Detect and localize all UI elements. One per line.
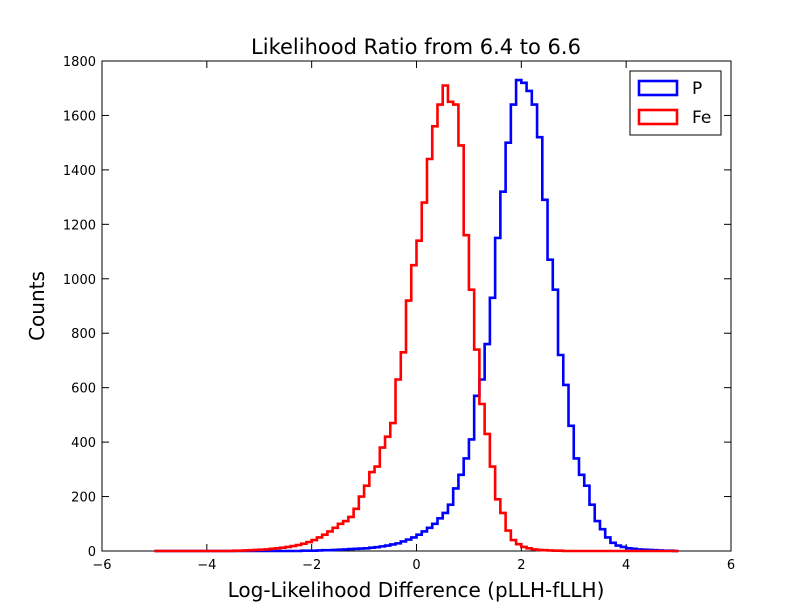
legend-label-p: P: [692, 79, 702, 99]
y-tick-label: 1800: [63, 55, 96, 70]
x-tick-label: 2: [517, 558, 525, 573]
x-tick-label: −6: [92, 558, 111, 573]
legend: P Fe: [629, 70, 722, 136]
y-tick-label: 200: [71, 491, 96, 506]
legend-swatch-p: [637, 79, 679, 97]
y-axis-title: Counts: [25, 271, 49, 341]
series-line-fe: [154, 84, 679, 553]
y-tick-label: 1400: [63, 164, 96, 179]
x-axis-title: Log-Likelihood Difference (pLLH-fLLH): [228, 578, 605, 602]
y-tick-label: 400: [71, 436, 96, 451]
x-tick-label: 4: [622, 558, 630, 573]
y-tick-label: 1000: [63, 273, 96, 288]
x-tick-label: 6: [727, 558, 735, 573]
legend-swatch-fe: [637, 108, 679, 126]
x-tick-label: −2: [302, 558, 321, 573]
x-tick-label: −4: [197, 558, 216, 573]
x-tick-label: 0: [412, 558, 420, 573]
y-tick-label: 1200: [63, 218, 96, 233]
series-layer: [154, 78, 679, 553]
y-tick-label: 0: [88, 545, 96, 560]
y-tick-label: 800: [71, 327, 96, 342]
series-line-p: [154, 78, 679, 553]
chart-title: Likelihood Ratio from 6.4 to 6.6: [251, 35, 581, 59]
y-tick-label: 1600: [63, 109, 96, 124]
legend-label-fe: Fe: [692, 108, 711, 128]
axis-ticks: −6 −4 −2 0 2 4 6 0 200 400 600 800 1000 1200 1400 1600 1…: [63, 55, 735, 573]
y-tick-label: 600: [71, 382, 96, 397]
